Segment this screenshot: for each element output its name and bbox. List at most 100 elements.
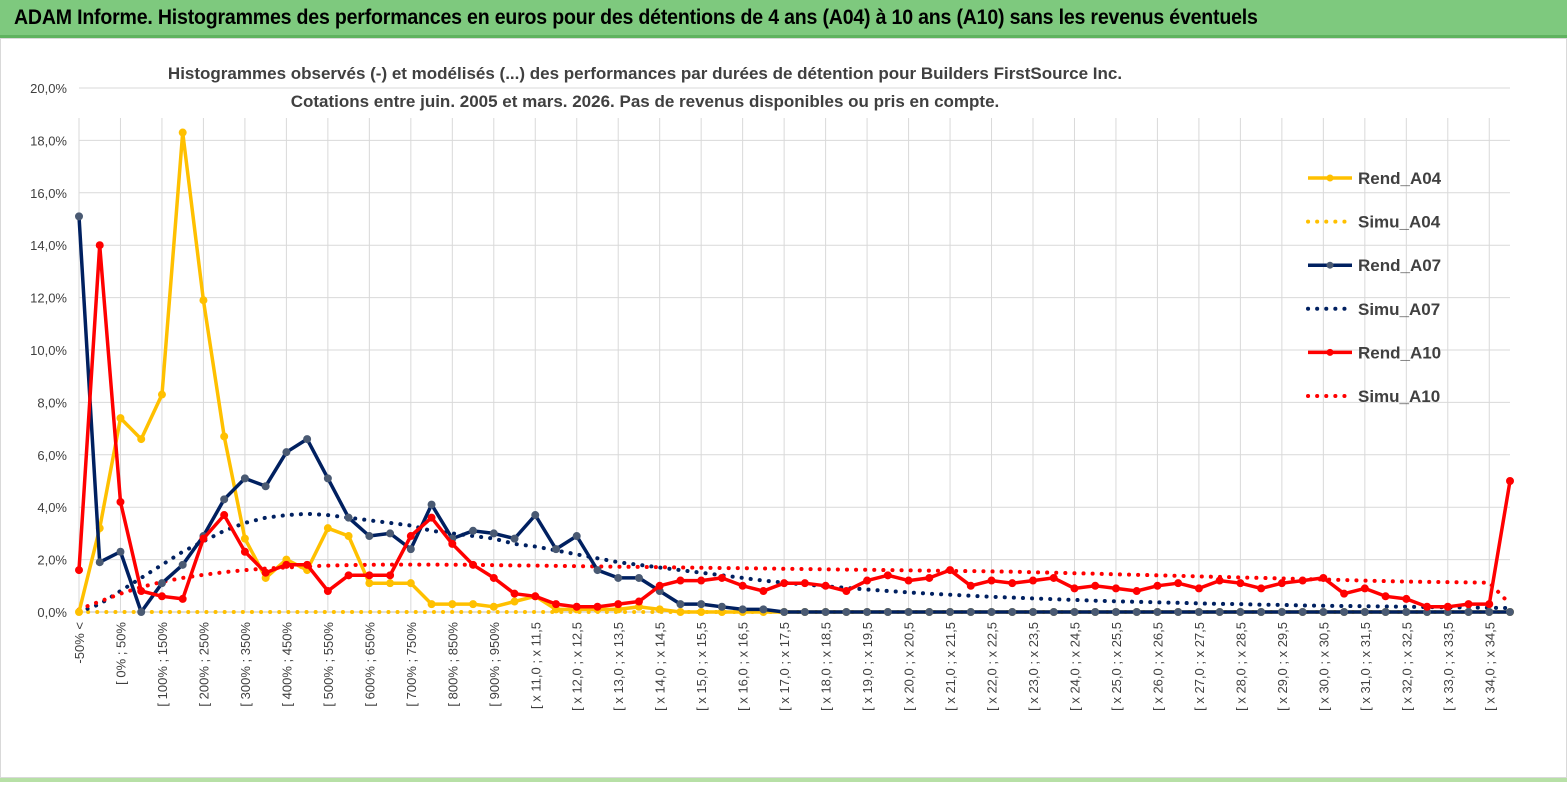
point-rend-a10 (137, 587, 146, 596)
point-rend-a10 (821, 581, 830, 590)
point-rend-a04 (427, 600, 436, 609)
x-tick-label: [ x 28,0 ; x 28,5 (1233, 622, 1248, 711)
point-rend-a10 (800, 579, 809, 588)
legend-label-simu-a04: Simu_A04 (1358, 213, 1441, 232)
point-rend-a10 (717, 573, 726, 582)
point-rend-a10 (759, 587, 768, 596)
point-rend-a07 (1111, 608, 1120, 616)
point-rend-a04 (137, 435, 146, 444)
legend-label-rend-a10: Rend_A10 (1358, 343, 1441, 362)
point-rend-a10 (1111, 584, 1120, 593)
x-tick-label: [ x 16,0 ; x 16,5 (736, 622, 751, 711)
x-tick-label: [ x 19,0 ; x 19,5 (860, 622, 875, 711)
y-tick-label: 20,0% (30, 81, 67, 96)
point-rend-a04 (510, 597, 519, 606)
x-tick-label: [ x 31,0 ; x 31,5 (1358, 622, 1373, 711)
point-rend-a10 (780, 579, 789, 588)
series-line-simu-a10 (77, 562, 1512, 612)
point-rend-a07 (1215, 608, 1224, 616)
x-tick-label: [ x 29,0 ; x 29,5 (1275, 622, 1290, 711)
point-rend-a07 (178, 560, 187, 569)
x-tick-label: [ 800% ; 850% (445, 622, 460, 707)
x-tick-label: [ x 12,0 ; x 12,5 (570, 622, 585, 711)
point-rend-a07 (946, 608, 955, 616)
point-rend-a07 (1236, 608, 1245, 616)
point-rend-a07 (1360, 608, 1369, 616)
point-rend-a10 (614, 600, 623, 609)
x-axis: -50% < [ 0% ; 50% [ 100% ; 150% [ 200% ; 25… (72, 622, 1497, 711)
legend-label-rend-a04: Rend_A04 (1358, 169, 1442, 188)
grid-layer (78, 87, 1510, 613)
point-rend-a07 (842, 608, 851, 616)
x-tick-label: [ x 30,0 ; x 30,5 (1316, 622, 1331, 711)
point-rend-a07 (1340, 608, 1349, 616)
x-tick-label: [ 200% ; 250% (196, 622, 211, 707)
point-rend-a10 (946, 566, 955, 575)
point-rend-a04 (240, 534, 249, 543)
point-rend-a10 (75, 566, 83, 575)
point-rend-a10 (593, 602, 602, 611)
legend-marker-rend-a07 (1326, 261, 1334, 269)
point-rend-a07 (344, 513, 353, 522)
point-rend-a10 (303, 560, 312, 569)
legend-label-simu-a10: Simu_A10 (1358, 387, 1440, 406)
y-tick-label: 4,0% (37, 500, 67, 515)
legend-marker-rend-a04 (1326, 174, 1334, 182)
y-tick-label: 6,0% (37, 448, 67, 463)
x-tick-label: [ 300% ; 350% (238, 622, 253, 707)
point-rend-a07 (1319, 608, 1328, 616)
point-rend-a07 (987, 608, 996, 616)
point-rend-a10 (261, 568, 270, 577)
legend-label-rend-a07: Rend_A07 (1358, 256, 1441, 275)
point-rend-a07 (1381, 608, 1390, 616)
point-rend-a10 (655, 581, 664, 590)
point-rend-a07 (572, 532, 581, 541)
x-tick-label: [ x 34,0 ; x 34,5 (1482, 622, 1497, 711)
point-rend-a10 (904, 576, 913, 585)
x-tick-label: [ x 20,0 ; x 20,5 (902, 622, 917, 711)
point-rend-a10 (738, 581, 747, 590)
point-rend-a07 (676, 600, 685, 609)
point-rend-a07 (1506, 608, 1514, 616)
report-title: ADAM Informe. Histogrammes des performan… (14, 6, 1258, 29)
point-rend-a04 (75, 608, 83, 616)
y-tick-label: 0,0% (37, 605, 67, 620)
point-rend-a10 (634, 597, 643, 606)
point-rend-a10 (1029, 576, 1037, 585)
point-rend-a04 (406, 579, 415, 588)
point-rend-a10 (1008, 579, 1017, 588)
point-rend-a10 (323, 587, 332, 596)
point-rend-a10 (697, 576, 706, 585)
point-rend-a04 (676, 608, 685, 616)
x-tick-label: [ x 17,0 ; x 17,5 (777, 622, 792, 711)
point-rend-a07 (510, 534, 519, 543)
point-rend-a07 (863, 608, 872, 616)
point-rend-a10 (1153, 581, 1162, 590)
series-layer (75, 128, 1514, 616)
y-tick-label: 8,0% (37, 395, 67, 410)
point-rend-a04 (365, 579, 374, 588)
point-rend-a07 (406, 545, 415, 554)
x-tick-label: [ x 33,0 ; x 33,5 (1441, 622, 1456, 711)
point-rend-a04 (199, 296, 208, 305)
x-tick-label: [ x 26,0 ; x 26,5 (1150, 622, 1165, 711)
point-rend-a10 (1319, 573, 1328, 582)
y-axis: 0,0% 2,0% 4,0% 6,0% 8,0% 10,0% 12,0% 14,0% 16,0%… (30, 81, 67, 620)
x-tick-label: -50% < (72, 622, 87, 664)
x-tick-label: [ x 11,0 ; x 11,5 (528, 622, 543, 709)
point-rend-a10 (987, 576, 996, 585)
point-rend-a10 (282, 560, 291, 569)
point-rend-a07 (137, 608, 146, 616)
point-rend-a07 (1029, 608, 1037, 616)
point-rend-a07 (1464, 608, 1473, 616)
bottom-divider (0, 778, 1567, 782)
point-rend-a07 (1091, 608, 1100, 616)
x-tick-label: [ x 21,0 ; x 21,5 (943, 622, 958, 711)
point-rend-a10 (427, 513, 436, 522)
point-rend-a04 (157, 390, 166, 399)
y-tick-label: 2,0% (37, 553, 67, 568)
point-rend-a07 (282, 448, 291, 457)
point-rend-a07 (1402, 608, 1411, 616)
point-rend-a10 (1174, 579, 1183, 588)
point-rend-a07 (1132, 608, 1141, 616)
